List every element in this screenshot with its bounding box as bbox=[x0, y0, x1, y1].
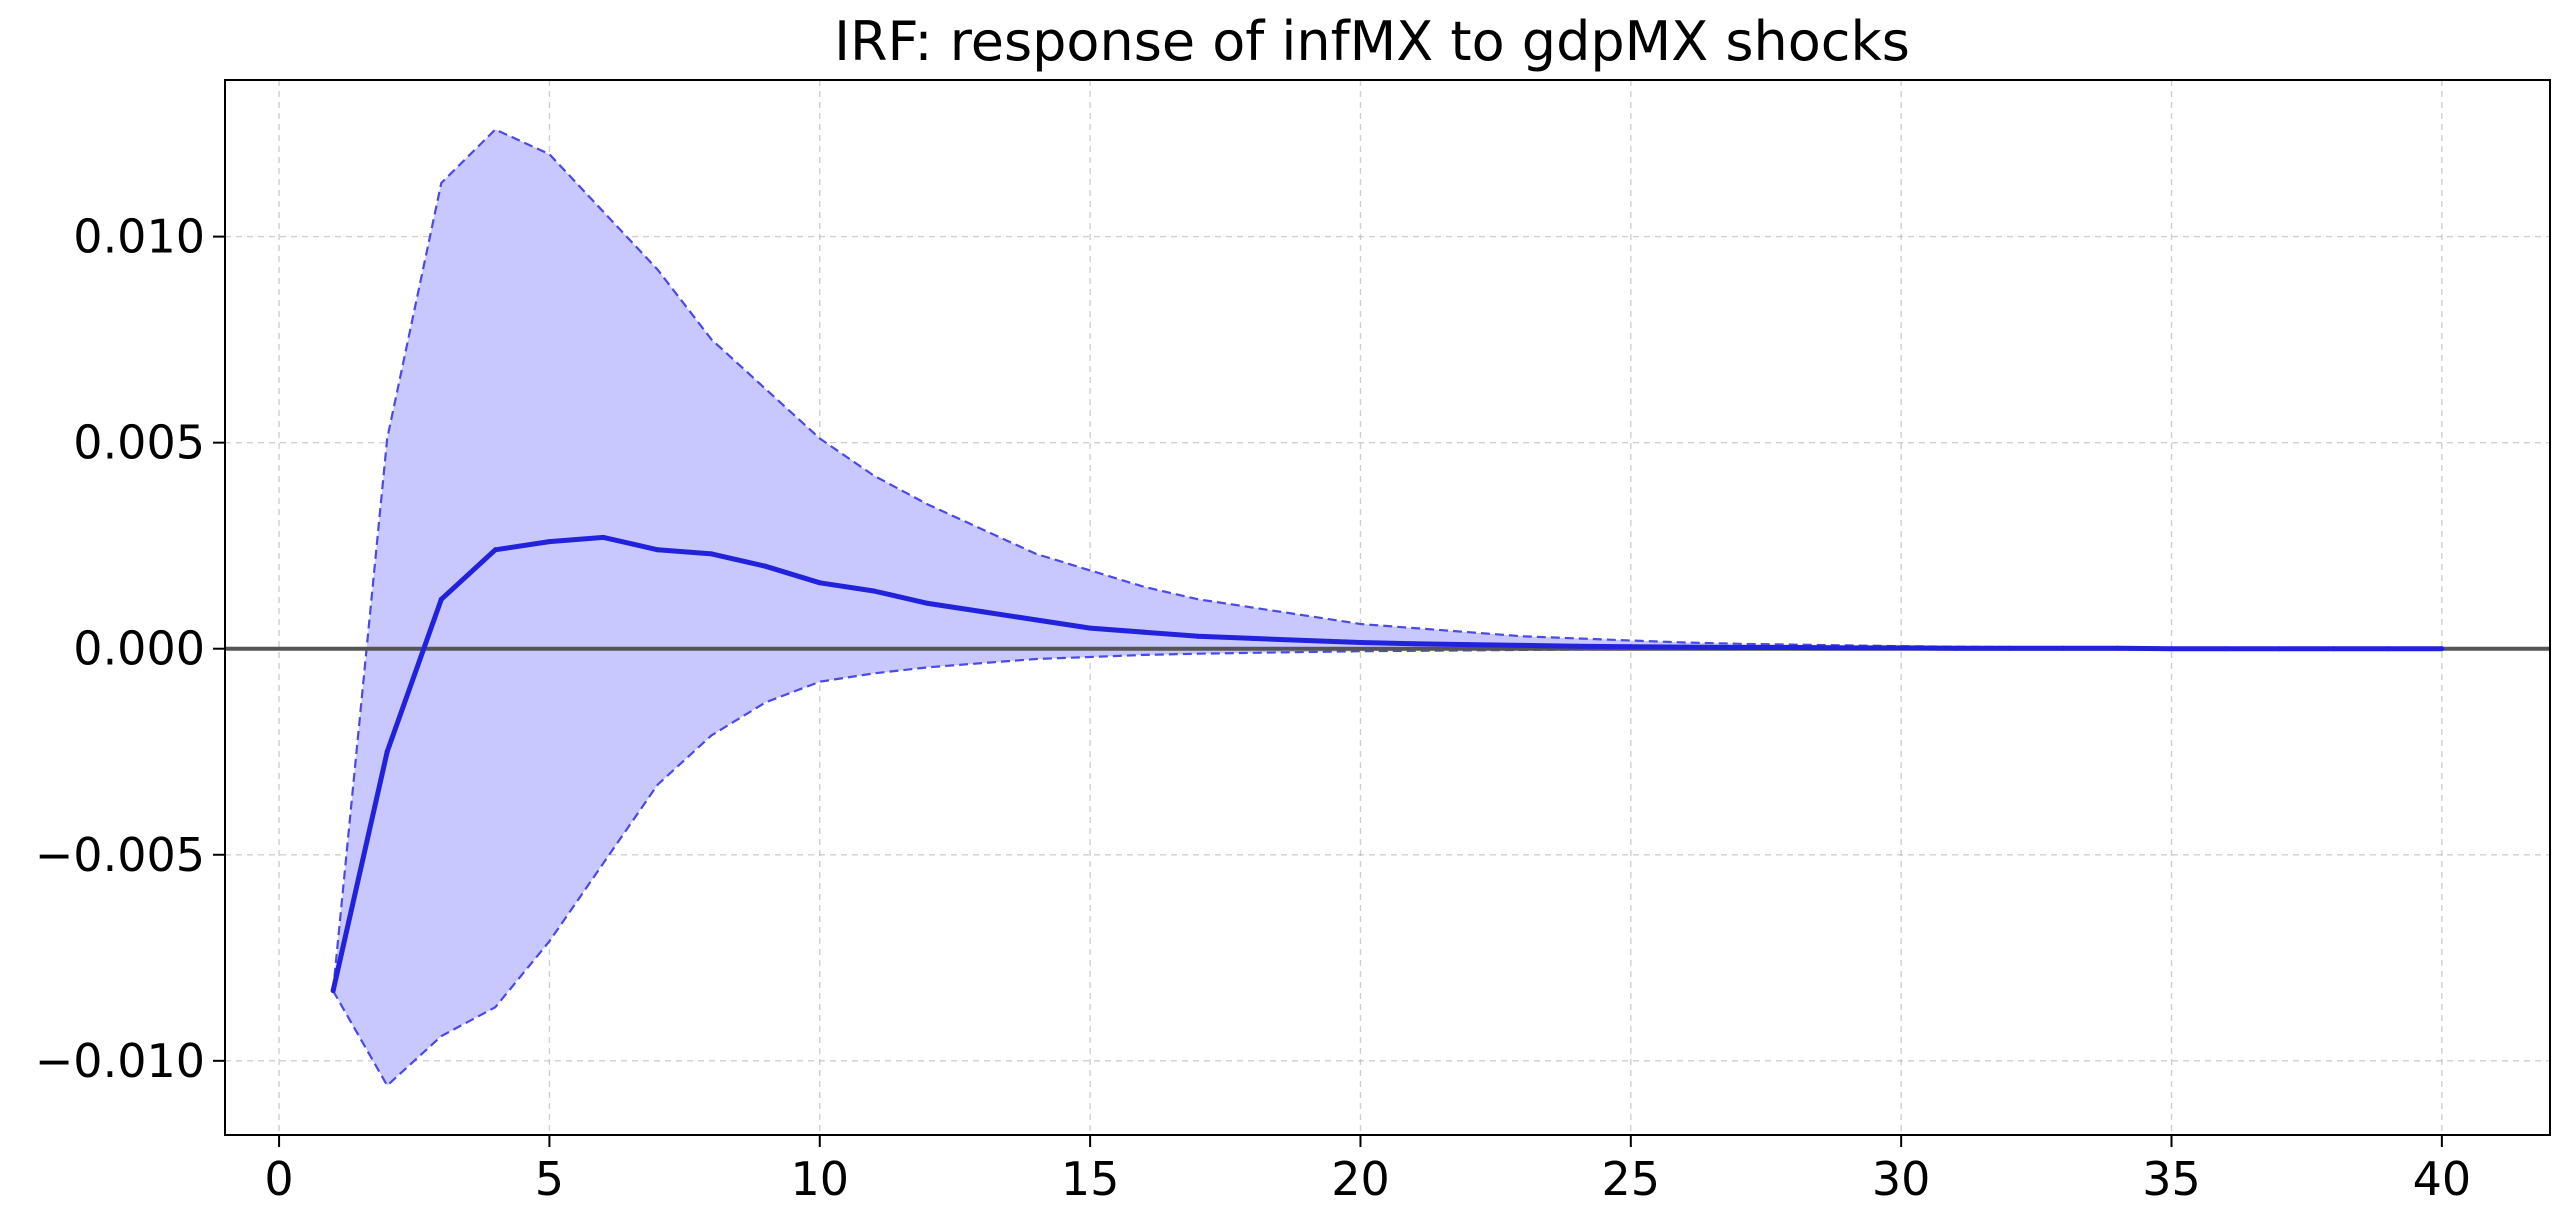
irf-point-33 bbox=[2060, 645, 2066, 651]
plot-frame bbox=[224, 79, 2551, 1136]
x-tick-label-5: 25 bbox=[1602, 1152, 1661, 1206]
x-tick-label-2: 10 bbox=[790, 1152, 849, 1206]
x-axis: 0 5 10 15 20 25 30 35 40 bbox=[264, 1135, 2471, 1206]
irf-point-25 bbox=[1628, 644, 1634, 650]
irf-point-37 bbox=[2277, 646, 2283, 652]
irf-point-28 bbox=[1790, 644, 1796, 650]
irf-point-1 bbox=[330, 988, 336, 994]
irf-point-9 bbox=[763, 563, 769, 569]
chart-title: IRF: response of infMX to gdpMX shocks bbox=[834, 10, 1910, 73]
irf-point-14 bbox=[1033, 617, 1039, 623]
irf-line bbox=[330, 534, 2442, 992]
irf-point-27 bbox=[1736, 644, 1742, 650]
irf-point-19 bbox=[1303, 637, 1309, 643]
irf-point-39 bbox=[2385, 646, 2391, 652]
x-tick-label-4: 20 bbox=[1331, 1152, 1390, 1206]
irf-point-29 bbox=[1844, 645, 1850, 651]
irf-point-32 bbox=[2006, 645, 2012, 651]
irf-point-8 bbox=[709, 551, 715, 557]
irf-point-24 bbox=[1574, 643, 1580, 649]
irf-point-35 bbox=[2169, 646, 2175, 652]
irf-point-38 bbox=[2331, 646, 2337, 652]
y-tick-label-4: 0.010 bbox=[73, 210, 205, 264]
y-axis: −0.010 −0.005 0.000 0.005 0.010 bbox=[35, 210, 225, 1088]
x-tick-label-0: 0 bbox=[264, 1152, 293, 1206]
irf-point-5 bbox=[546, 539, 552, 545]
irf-point-10 bbox=[817, 580, 823, 586]
lower-bound-line bbox=[332, 647, 2442, 1088]
irf-point-34 bbox=[2114, 645, 2120, 651]
irf-point-26 bbox=[1682, 644, 1688, 650]
irf-point-3 bbox=[438, 596, 444, 602]
irf-point-6 bbox=[600, 534, 606, 540]
irf-point-23 bbox=[1520, 642, 1526, 648]
irf-point-16 bbox=[1141, 629, 1147, 635]
x-tick-label-8: 40 bbox=[2413, 1152, 2472, 1206]
irf-point-4 bbox=[492, 547, 498, 553]
x-tick-label-7: 35 bbox=[2142, 1152, 2201, 1206]
irf-point-2 bbox=[384, 749, 390, 755]
irf-point-40 bbox=[2439, 646, 2445, 652]
y-tick-label-1: −0.005 bbox=[35, 828, 205, 882]
y-tick-label-0: −0.010 bbox=[35, 1034, 205, 1088]
irf-point-18 bbox=[1249, 635, 1255, 641]
irf-point-31 bbox=[1952, 645, 1958, 651]
y-tick-label-3: 0.005 bbox=[73, 416, 205, 470]
irf-point-12 bbox=[925, 600, 931, 606]
irf-point-22 bbox=[1466, 642, 1472, 648]
irf-point-30 bbox=[1898, 645, 1904, 651]
x-tick-label-1: 5 bbox=[535, 1152, 564, 1206]
irf-points bbox=[330, 534, 2445, 994]
x-tick-label-3: 15 bbox=[1061, 1152, 1120, 1206]
irf-point-15 bbox=[1087, 625, 1093, 631]
x-tick-label-6: 30 bbox=[1872, 1152, 1931, 1206]
irf-point-13 bbox=[979, 609, 985, 615]
irf-point-21 bbox=[1412, 641, 1418, 647]
irf-point-11 bbox=[871, 588, 877, 594]
irf-point-36 bbox=[2223, 646, 2229, 652]
irf-point-7 bbox=[655, 547, 661, 553]
irf-point-17 bbox=[1195, 633, 1201, 639]
irf-point-20 bbox=[1357, 640, 1363, 646]
y-tick-label-2: 0.000 bbox=[73, 622, 205, 676]
confidence-band bbox=[333, 129, 2442, 1086]
